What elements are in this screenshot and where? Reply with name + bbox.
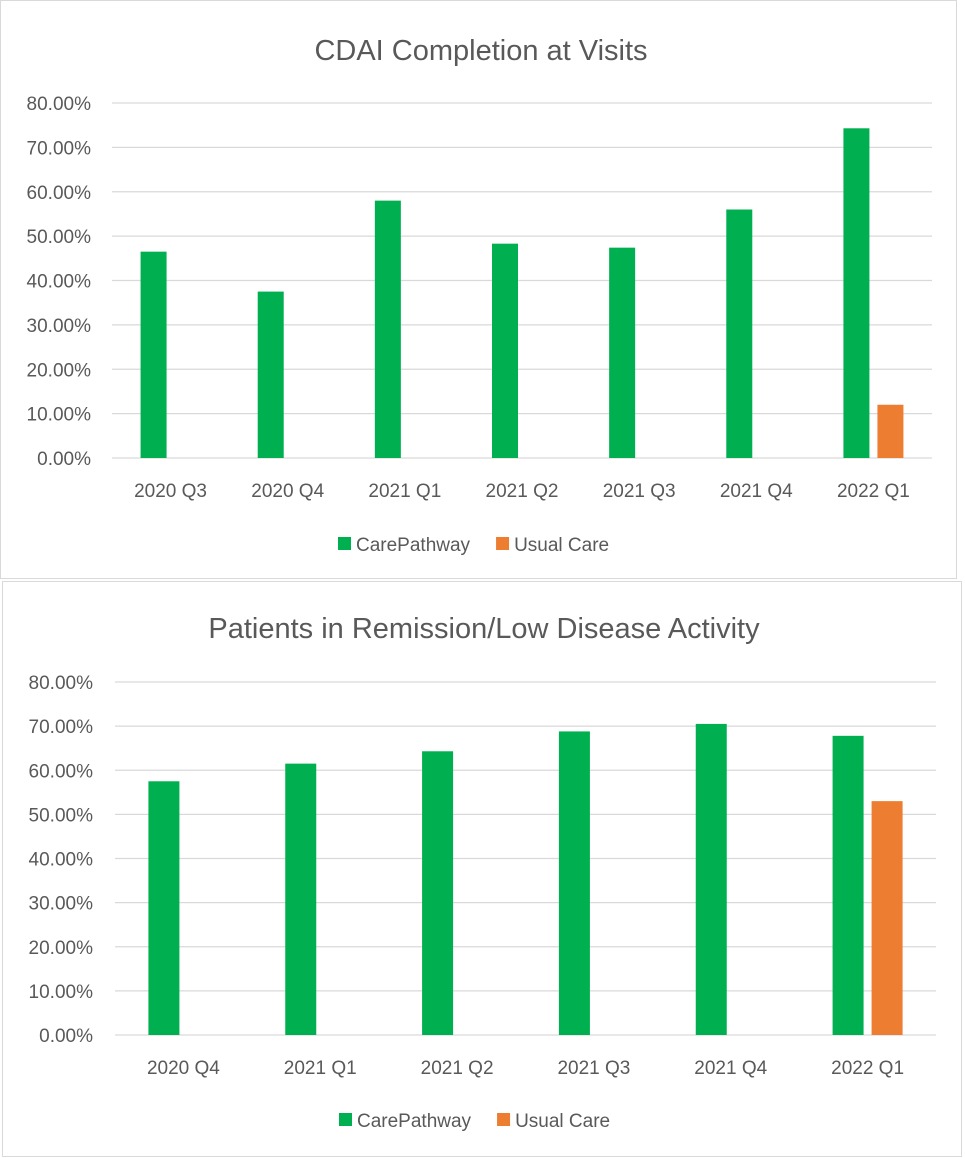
y-tick-label: 20.00%	[29, 938, 94, 959]
y-tick-label: 30.00%	[27, 316, 92, 337]
y-axis-ticks: 0.00% 10.00% 20.00% 30.00% 40.00% 50.00% 60.00…	[29, 673, 94, 1047]
legend[interactable]: CarePathway Usual Care	[339, 1111, 610, 1132]
chart-svg: Patients in Remission/Low Disease Activi…	[29, 613, 936, 1132]
bars[interactable]	[148, 723, 903, 1035]
bar-carepathway[interactable]	[492, 243, 518, 458]
y-tick-label: 20.00%	[27, 360, 92, 381]
x-tick-label: 2021 Q2	[421, 1058, 494, 1079]
x-tick-label: 2021 Q3	[603, 481, 676, 502]
y-tick-label: 0.00%	[37, 449, 91, 470]
cdai-completion-chart[interactable]: CDAI Completion at Visits 0.00% 10.00% 20.…	[0, 0, 957, 579]
bar-carepathway[interactable]	[285, 763, 317, 1035]
bar-carepathway[interactable]	[140, 251, 167, 458]
y-tick-label: 40.00%	[29, 850, 94, 871]
bar-carepathway[interactable]	[609, 247, 636, 458]
legend-swatch	[338, 537, 351, 550]
legend-label[interactable]: CarePathway	[356, 535, 471, 556]
x-axis-ticks: 2020 Q4 2021 Q1 2021 Q2 2021 Q3 2021 Q4 2022 …	[147, 1058, 904, 1079]
x-axis-ticks: 2020 Q3 2020 Q4 2021 Q1 2021 Q2 2021 Q3 2021 …	[134, 481, 910, 502]
legend-label[interactable]: Usual Care	[514, 535, 609, 556]
legend-label[interactable]: CarePathway	[357, 1111, 472, 1132]
y-tick-label: 50.00%	[27, 227, 92, 248]
legend[interactable]: CarePathway Usual Care	[338, 535, 609, 556]
bar-carepathway[interactable]	[695, 723, 727, 1035]
bar-carepathway[interactable]	[257, 291, 284, 458]
x-tick-label: 2021 Q4	[694, 1058, 767, 1079]
bar-usual-care[interactable]	[871, 801, 903, 1035]
bar-carepathway[interactable]	[374, 200, 401, 458]
chart-title: CDAI Completion at Visits	[314, 35, 647, 67]
legend-label[interactable]: Usual Care	[515, 1111, 610, 1132]
y-tick-label: 50.00%	[29, 805, 94, 826]
chart-title: Patients in Remission/Low Disease Activi…	[208, 613, 760, 645]
y-tick-label: 40.00%	[27, 272, 92, 293]
gridlines	[115, 681, 936, 1036]
bar-carepathway[interactable]	[558, 731, 590, 1035]
x-tick-label: 2021 Q2	[486, 481, 559, 502]
x-tick-label: 2021 Q1	[284, 1058, 357, 1079]
y-tick-label: 60.00%	[27, 183, 92, 204]
y-tick-label: 70.00%	[27, 138, 92, 159]
x-tick-label: 2020 Q4	[147, 1058, 220, 1079]
bar-carepathway[interactable]	[422, 751, 454, 1035]
y-tick-label: 70.00%	[29, 717, 94, 738]
x-tick-label: 2021 Q1	[368, 481, 441, 502]
x-tick-label: 2020 Q4	[251, 481, 324, 502]
legend-swatch	[339, 1113, 352, 1126]
gridlines	[112, 102, 932, 459]
x-tick-label: 2021 Q4	[720, 481, 793, 502]
y-tick-label: 80.00%	[27, 94, 92, 115]
chart-svg: CDAI Completion at Visits 0.00% 10.00% 20.…	[27, 35, 932, 556]
legend-swatch	[496, 537, 510, 550]
y-tick-label: 0.00%	[39, 1026, 93, 1047]
y-axis-ticks: 0.00% 10.00% 20.00% 30.00% 40.00% 50.00% 60.00…	[27, 94, 92, 470]
bar-carepathway[interactable]	[843, 128, 870, 458]
x-tick-label: 2022 Q1	[831, 1058, 904, 1079]
bar-carepathway[interactable]	[726, 209, 753, 459]
x-tick-label: 2021 Q3	[557, 1058, 630, 1079]
x-tick-label: 2020 Q3	[134, 481, 207, 502]
y-tick-label: 60.00%	[29, 761, 94, 782]
y-tick-label: 80.00%	[29, 673, 94, 694]
y-tick-label: 30.00%	[29, 894, 94, 915]
x-tick-label: 2022 Q1	[837, 481, 910, 502]
y-tick-label: 10.00%	[27, 405, 92, 426]
bar-usual-care[interactable]	[877, 404, 904, 458]
remission-chart[interactable]: Patients in Remission/Low Disease Activi…	[2, 581, 962, 1157]
bar-carepathway[interactable]	[832, 735, 864, 1035]
legend-swatch	[497, 1113, 511, 1126]
y-tick-label: 10.00%	[29, 982, 94, 1003]
bar-carepathway[interactable]	[148, 781, 180, 1035]
bars[interactable]	[140, 128, 904, 459]
